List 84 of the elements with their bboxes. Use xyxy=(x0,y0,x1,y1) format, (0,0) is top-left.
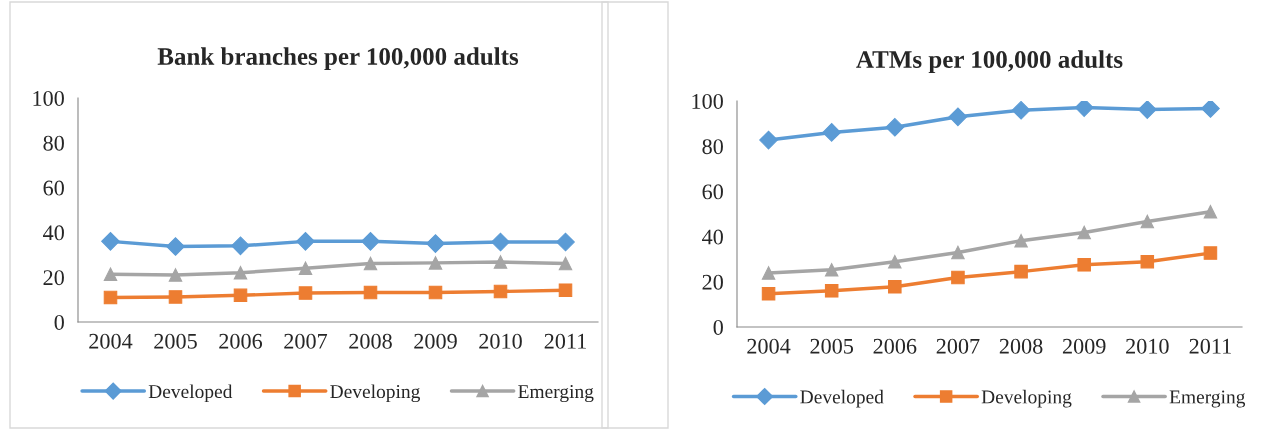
x-tick-label: 2005 xyxy=(810,338,854,354)
x-tick-label: 2007 xyxy=(936,338,980,354)
point xyxy=(1014,264,1028,279)
point xyxy=(824,284,839,298)
y-tick-label: 0 xyxy=(54,314,64,330)
point xyxy=(298,286,313,300)
y-tick-label: 80 xyxy=(702,139,723,155)
point xyxy=(1074,101,1094,117)
y-tick-label: 60 xyxy=(43,180,64,196)
point xyxy=(951,270,965,285)
point xyxy=(888,254,902,269)
legend-label: Developed xyxy=(800,389,884,408)
x-tick-label: 2009 xyxy=(414,333,457,349)
point xyxy=(1077,258,1091,272)
point xyxy=(166,237,185,256)
y-tick-label: 0 xyxy=(713,319,723,335)
point xyxy=(361,232,380,251)
point xyxy=(428,285,443,300)
x-tick-label: 2010 xyxy=(479,333,522,349)
point xyxy=(1201,101,1220,118)
point xyxy=(168,290,183,304)
legend-label: Emerging xyxy=(518,385,594,403)
legend-label: Developed xyxy=(148,384,233,403)
y-tick-label: 40 xyxy=(43,225,64,241)
point xyxy=(759,130,778,150)
point xyxy=(233,288,248,303)
point xyxy=(363,285,378,300)
x-tick-label: 2008 xyxy=(999,338,1043,354)
x-tick-label: 2011 xyxy=(544,333,586,349)
point xyxy=(948,107,968,127)
y-tick-label: 60 xyxy=(702,184,723,200)
y-tick-label: 20 xyxy=(702,274,723,290)
point xyxy=(1137,101,1157,119)
point xyxy=(824,263,839,277)
point xyxy=(1014,233,1028,248)
point xyxy=(1077,225,1091,240)
point xyxy=(363,256,378,271)
y-tick-label: 100 xyxy=(33,90,64,106)
point xyxy=(558,283,573,297)
point xyxy=(1140,254,1155,269)
legend-label: Developing xyxy=(981,389,1072,408)
x-tick-label: 2011 xyxy=(1189,338,1231,354)
x-tick-label: 2009 xyxy=(1062,338,1106,354)
point xyxy=(103,267,118,282)
y-tick-label: 100 xyxy=(692,93,723,109)
point xyxy=(1203,246,1218,260)
point xyxy=(761,266,776,280)
point xyxy=(885,117,905,137)
x-tick-label: 2004 xyxy=(747,338,791,354)
point xyxy=(428,256,443,270)
point xyxy=(296,232,315,251)
point xyxy=(231,236,250,256)
point xyxy=(556,232,575,252)
point xyxy=(103,290,118,305)
point xyxy=(1011,101,1031,120)
x-tick-label: 2008 xyxy=(349,333,392,349)
point xyxy=(951,245,965,260)
point xyxy=(761,287,776,301)
point xyxy=(1140,214,1155,229)
x-tick-label: 2010 xyxy=(1126,338,1169,354)
x-tick-label: 2007 xyxy=(284,333,328,349)
point xyxy=(491,232,510,252)
chart-title: Bank branches per 100,000 adults xyxy=(157,47,519,70)
point xyxy=(888,280,902,294)
point xyxy=(426,234,445,253)
point xyxy=(1203,204,1218,219)
point xyxy=(233,265,248,280)
legend-label: Emerging xyxy=(1169,390,1246,408)
chart-title: ATMs per 100,000 adults xyxy=(856,50,1123,73)
y-tick-label: 40 xyxy=(702,229,723,245)
point xyxy=(298,261,313,276)
legend-label: Developing xyxy=(330,384,420,403)
point xyxy=(168,268,183,282)
y-tick-label: 20 xyxy=(43,270,64,286)
x-tick-label: 2006 xyxy=(873,338,917,354)
point xyxy=(822,123,842,142)
point xyxy=(101,232,120,251)
point xyxy=(493,255,508,269)
point xyxy=(493,284,508,299)
x-tick-label: 2006 xyxy=(219,333,263,349)
x-tick-label: 2004 xyxy=(89,333,133,349)
x-tick-label: 2005 xyxy=(154,333,197,349)
point xyxy=(558,256,573,271)
y-tick-label: 80 xyxy=(43,135,64,151)
